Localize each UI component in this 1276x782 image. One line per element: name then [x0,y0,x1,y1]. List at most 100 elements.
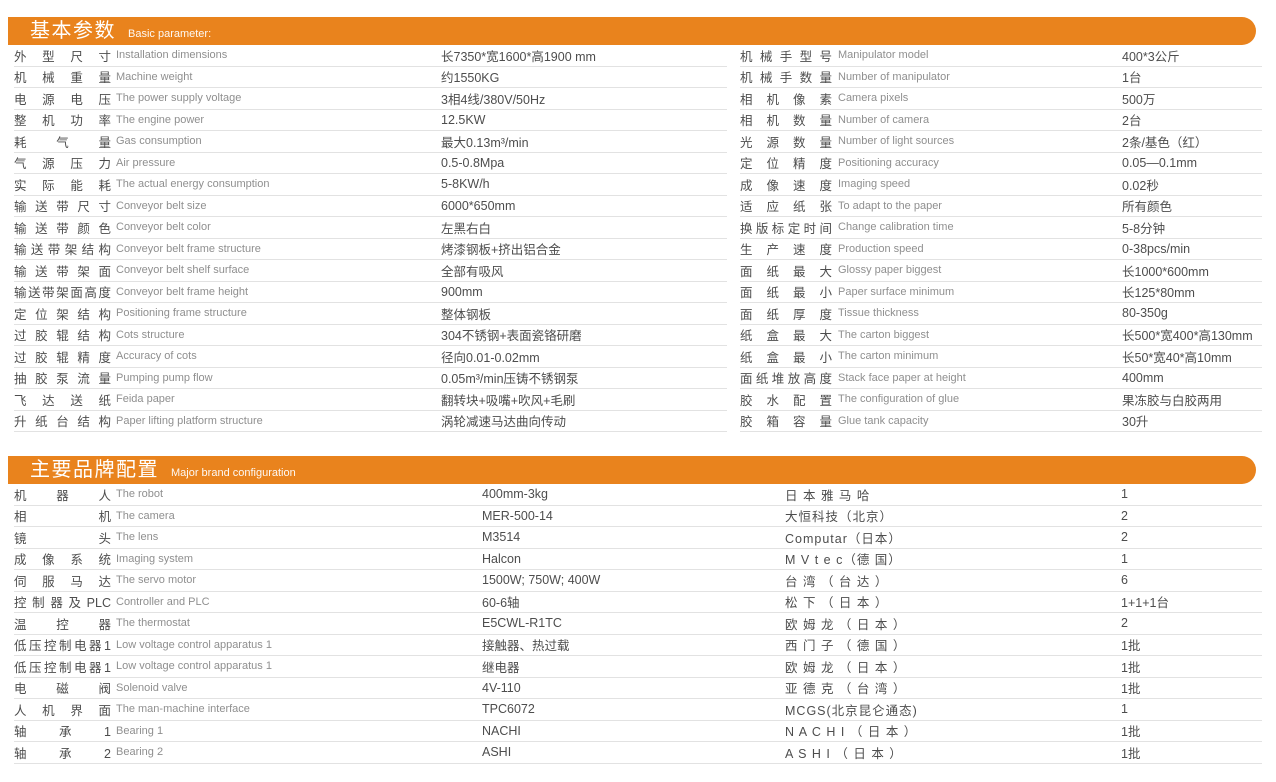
item-brand: MCGS(北京昆仑通态) [785,703,918,718]
param-label-zh: 面纸堆放高度 [740,372,832,387]
param-label-zh: 面纸最小 [740,286,832,301]
param-label-en: Tissue thickness [838,307,919,320]
section-gap [0,432,1276,456]
section-header-brand-configuration: 主要品牌配置 Major brand configuration [8,456,1256,484]
item-brand: 欧 姆 龙 （ 日 本 ） [785,617,907,632]
param-label-en: Glossy paper biggest [838,264,942,277]
param-label-en: Air pressure [116,156,176,169]
item-brand: 大恒科技（北京） [785,510,894,525]
item-label-zh: 人机界面 [14,703,111,718]
param-label-zh: 生产速度 [740,243,832,258]
param-label-en: Stack face paper at height [838,371,966,384]
param-label-zh: 升纸台结构 [14,415,111,430]
table-row: 轴承2 Bearing 2 ASHI A S H I （ 日 本 ） 1批 [14,742,1262,764]
item-model: M3514 [482,530,521,545]
item-model: NACHI [482,723,521,738]
table-row: 纸盒最大 The carton biggest 长500*宽400*高130mm [740,325,1262,346]
table-row: 机械手型号 Manipulator model 400*3公斤 [740,45,1262,67]
param-label-zh: 电源电压 [14,92,111,107]
item-label-zh: 控制器及PLC [14,596,111,611]
table-row: 定位精度 Positioning accuracy 0.05—0.1mm [740,153,1262,174]
param-value: 2条/基色（红） [1122,135,1208,150]
param-label-en: Number of manipulator [838,70,950,83]
table-row: 胶箱容量 Glue tank capacity 30升 [740,411,1262,432]
param-label-zh: 定位精度 [740,157,832,172]
item-quantity: 2 [1121,530,1128,545]
item-brand: 西 门 子 （ 德 国 ） [785,639,907,654]
table-row: 机械重量 Machine weight 约1550KG [14,67,727,88]
param-label-en: Conveyor belt size [116,199,207,212]
param-value: 500万 [1122,92,1156,107]
param-value: 长500*宽400*高130mm [1122,329,1253,344]
table-row: 机械手数量 Number of manipulator 1台 [740,67,1262,88]
param-label-en: Camera pixels [838,92,909,105]
param-value: 长125*80mm [1122,286,1195,301]
param-label-zh: 输送带架结构 [14,243,111,258]
basic-parameter-table: 外型尺寸 Installation dimensions 长7350*宽1600… [0,45,1276,432]
table-row: 飞达送纸 Feida paper 翻转块+吸嘴+吹风+毛刷 [14,389,727,411]
item-label-en: Bearing 2 [116,746,164,759]
table-row: 换版标定时间 Change calibration time 5-8分钟 [740,217,1262,239]
param-label-zh: 相机像素 [740,92,832,107]
table-row: 胶水配置 The configuration of glue 果冻胶与白胶两用 [740,389,1262,411]
param-label-en: Paper lifting platform structure [116,414,263,427]
table-row: 人机界面 The man-machine interface TPC6072 M… [14,699,1262,721]
table-row: 相机数量 Number of camera 2台 [740,110,1262,131]
item-label-zh: 电磁阀 [14,682,111,697]
item-label-en: Solenoid valve [116,681,188,694]
param-value: 0-38pcs/min [1122,241,1191,256]
param-label-zh: 面纸厚度 [740,307,832,322]
param-value: 0.5-0.8Mpa [441,155,505,170]
param-label-zh: 换版标定时间 [740,221,832,236]
param-value: 400mm [1122,370,1164,385]
table-row: 成像速度 Imaging speed 0.02秒 [740,174,1262,196]
param-value: 所有颜色 [1122,200,1173,215]
param-label-en: Number of camera [838,113,930,126]
item-quantity: 1批 [1121,660,1141,675]
param-label-en: Gas consumption [116,135,202,148]
param-value: 400*3公斤 [1122,49,1180,64]
param-value: 0.05—0.1mm [1122,155,1198,170]
section-header-basic-parameter: 基本参数 Basic parameter: [8,17,1256,45]
param-label-en: Paper surface minimum [838,285,955,298]
param-label-en: Conveyor belt frame height [116,285,249,298]
param-value: 烤漆钢板+挤出铝合金 [441,243,561,258]
item-brand: A S H I （ 日 本 ） [785,746,903,761]
item-label-en: The man-machine interface [116,703,250,716]
param-value: 304不锈钢+表面瓷铬研磨 [441,329,582,344]
table-row: 伺服马达 The servo motor 1500W; 750W; 400W 台… [14,570,1262,592]
brand-configuration-table: 机器人 The robot 400mm-3kg 日 本 雅 马 哈 1 相机 T… [0,484,1276,764]
param-value: 整体钢板 [441,307,492,322]
table-row: 面纸堆放高度 Stack face paper at height 400mm [740,368,1262,389]
param-label-en: Accuracy of cots [116,350,197,363]
param-label-en: Feida paper [116,393,175,406]
param-value: 900mm [441,284,483,299]
param-label-zh: 输送带架面高度 [14,286,111,301]
param-label-zh: 过胶辊结构 [14,329,111,344]
table-row: 低压控制电器1 Low voltage control apparatus 1 … [14,656,1262,678]
table-row: 面纸最小 Paper surface minimum 长125*80mm [740,282,1262,303]
table-row: 相机 The camera MER-500-14 大恒科技（北京） 2 [14,506,1262,527]
param-label-zh: 纸盒最小 [740,350,832,365]
param-label-en: Cots structure [116,328,185,341]
spec-sheet: 基本参数 Basic parameter: 外型尺寸 Installation … [0,17,1276,764]
param-value: 5-8分钟 [1122,221,1166,236]
item-brand: N A C H I （ 日 本 ） [785,725,918,740]
param-label-zh: 输送带尺寸 [14,200,111,215]
item-model: E5CWL-R1TC [482,616,562,631]
item-label-en: Bearing 1 [116,724,164,737]
param-label-zh: 输送带架面 [14,264,111,279]
param-label-zh: 耗气量 [14,135,111,150]
basic-parameter-right-column: 机械手型号 Manipulator model 400*3公斤 机械手数量 Nu… [740,45,1262,432]
item-model: 接触器、热过载 [482,639,570,654]
item-label-zh: 温控器 [14,617,111,632]
table-row: 外型尺寸 Installation dimensions 长7350*宽1600… [14,45,727,67]
param-label-en: To adapt to the paper [838,199,942,212]
param-label-en: The carton biggest [838,328,930,341]
item-quantity: 1 [1121,487,1128,502]
param-value: 12.5KW [441,112,486,127]
table-row: 升纸台结构 Paper lifting platform structure 涡… [14,411,727,432]
param-label-zh: 相机数量 [740,114,832,129]
item-model: Halcon [482,551,521,566]
section-title-zh: 基本参数 [30,20,116,42]
